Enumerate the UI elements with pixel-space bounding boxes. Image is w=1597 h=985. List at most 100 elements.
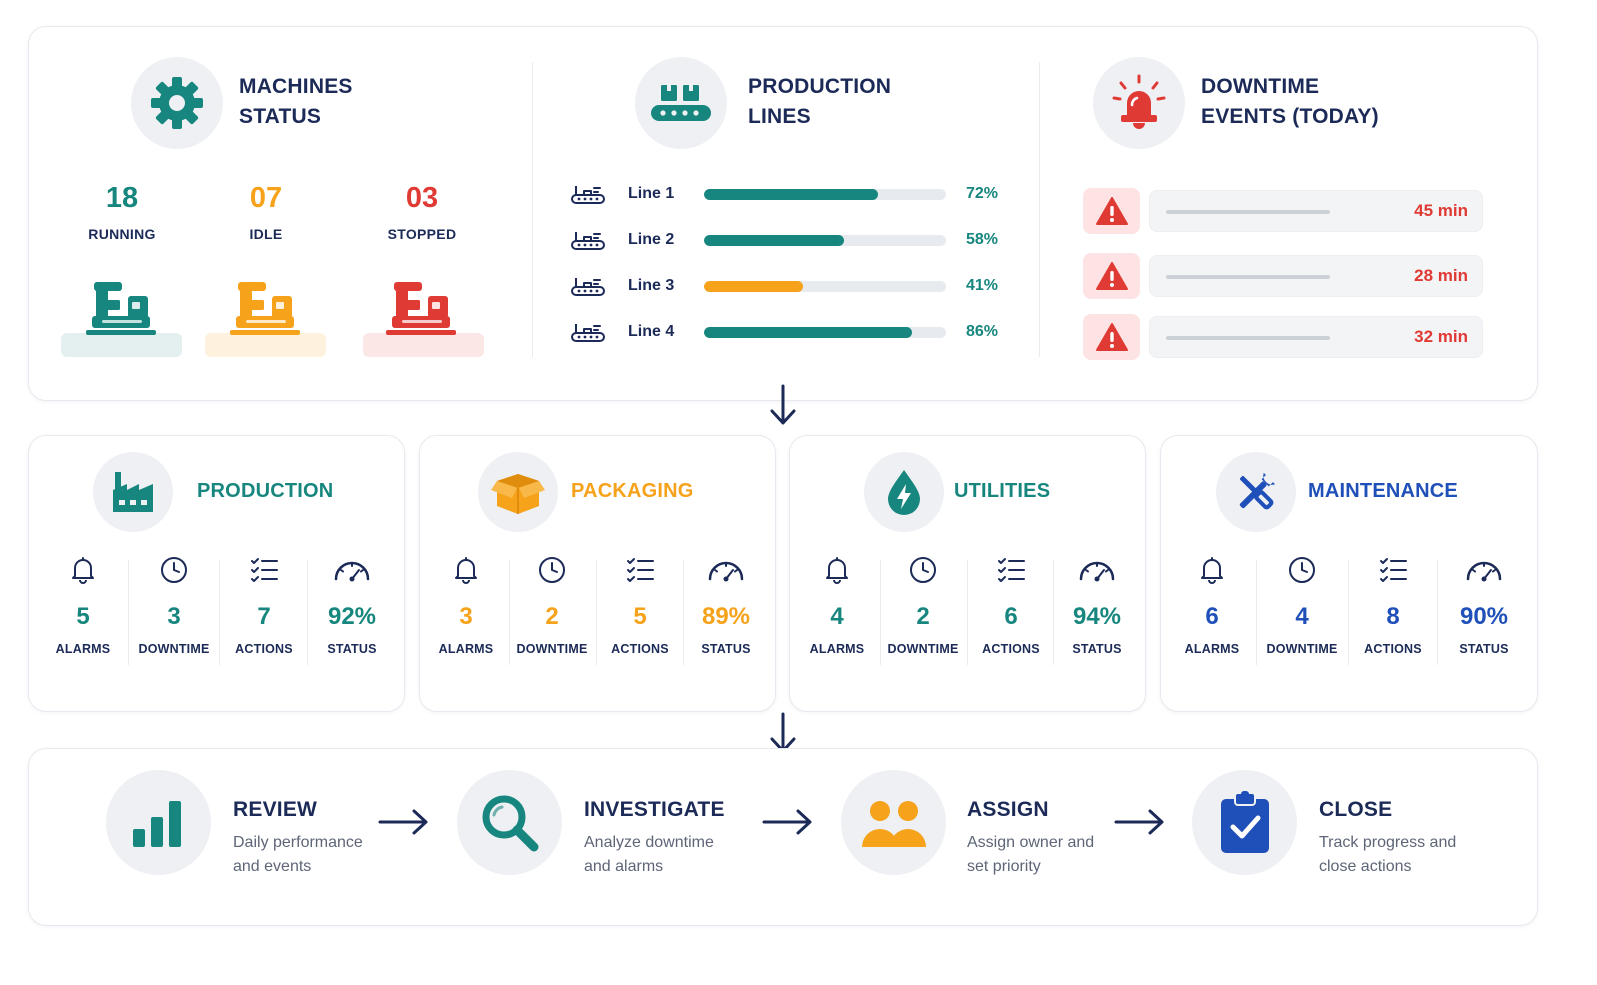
gauge-icon (706, 555, 746, 585)
alarm-bell-icon (1093, 57, 1185, 149)
metric-divider (596, 560, 597, 665)
arrow-down-icon (770, 384, 796, 425)
metric-value: 90% (1459, 603, 1509, 630)
metric-divider (1348, 560, 1349, 665)
step-description: Daily performance and events (233, 831, 413, 879)
machine-icon (228, 280, 304, 347)
checklist-icon (1378, 555, 1408, 585)
energy-drop-icon (864, 452, 944, 532)
conveyor-icon (635, 57, 727, 149)
metric-label: ACTIONS (1364, 642, 1422, 656)
step-description: Assign owner and set priority (967, 831, 1147, 879)
metric-label: STATUS (701, 642, 751, 656)
step-description: Analyze downtime and alarms (584, 831, 764, 879)
metric-value: 4 (830, 603, 844, 630)
step-title-close: CLOSE (1319, 798, 1393, 821)
step-desc-line: set priority (967, 858, 1041, 875)
line-progress-bar (704, 327, 946, 338)
machine-label-idle: IDLE (249, 226, 283, 242)
machine-base (205, 333, 326, 357)
line-progress-bar (704, 281, 946, 292)
machines-status-title: MACHINES STATUS (239, 75, 353, 128)
production-line-row[interactable]: Line 2 58% (0, 225, 1597, 255)
step-desc-line: and alarms (584, 858, 664, 875)
step-desc-line: Track progress and (1319, 834, 1457, 851)
warning-icon (1083, 314, 1140, 360)
checklist-icon (249, 555, 279, 585)
bell-icon (1197, 555, 1227, 585)
metric-value: 5 (76, 603, 90, 630)
clock-icon (1287, 555, 1317, 585)
metric-value: 2 (545, 603, 559, 630)
checklist-icon (996, 555, 1026, 585)
downtime-event-row[interactable]: 45 min (1149, 190, 1483, 232)
metric-label: ALARMS (809, 642, 865, 656)
bar-chart-icon (106, 770, 211, 875)
divider (1039, 62, 1040, 357)
metric-label: DOWNTIME (887, 642, 959, 656)
step-title-assign: ASSIGN (967, 798, 1049, 821)
arrow-right-icon (378, 808, 430, 841)
metric-label: ACTIONS (982, 642, 1040, 656)
line-label: Line 3 (628, 277, 675, 294)
warning-icon (1083, 188, 1140, 234)
machine-count-running: 18 (105, 182, 139, 214)
bell-icon (451, 555, 481, 585)
metric-label: ACTIONS (611, 642, 669, 656)
gauge-icon (1464, 555, 1504, 585)
metric-label: STATUS (1072, 642, 1122, 656)
downtime-duration: 28 min (1414, 266, 1468, 285)
people-icon (841, 770, 946, 875)
line-conveyor-icon (570, 182, 606, 211)
metric-label: ALARMS (1184, 642, 1240, 656)
metric-value: 7 (257, 603, 271, 630)
clipboard-check-icon (1192, 770, 1297, 875)
clock-icon (537, 555, 567, 585)
line-percent: 86% (966, 323, 999, 340)
metric-value: 8 (1386, 603, 1400, 630)
line-progress-fill (704, 235, 845, 246)
arrow-right-icon (1114, 808, 1166, 841)
metric-divider (509, 560, 510, 665)
divider (532, 62, 533, 357)
machine-icon (84, 280, 160, 347)
step-desc-line: and events (233, 858, 312, 875)
machine-icon (384, 280, 460, 347)
production-line-row[interactable]: Line 3 41% (0, 271, 1597, 301)
line-percent: 58% (966, 231, 999, 248)
downtime-events-title: DOWNTIME EVENTS (TODAY) (1201, 75, 1379, 128)
metric-label: DOWNTIME (1266, 642, 1338, 656)
metric-label: STATUS (327, 642, 377, 656)
line-label: Line 1 (628, 185, 675, 202)
metric-value: 89% (701, 603, 751, 630)
line-progress-bar (704, 189, 946, 200)
production-line-row[interactable]: Line 4 86% (0, 317, 1597, 347)
metric-value: 3 (167, 603, 181, 630)
downtime-event-row[interactable]: 28 min (1149, 255, 1483, 297)
machine-base (363, 333, 484, 357)
area-title: PACKAGING (571, 480, 694, 502)
machine-label-running: RUNNING (88, 226, 156, 242)
magnifier-icon (457, 770, 562, 875)
downtime-event-row[interactable]: 32 min (1149, 316, 1483, 358)
metric-divider (1053, 560, 1054, 665)
metric-value: 3 (459, 603, 473, 630)
metric-divider (683, 560, 684, 665)
metric-divider (880, 560, 881, 665)
area-title: PRODUCTION (197, 480, 334, 502)
downtime-duration: 32 min (1414, 327, 1468, 346)
metric-value: 5 (633, 603, 647, 630)
step-desc-line: Daily performance (233, 834, 363, 851)
line-progress-bar (704, 235, 946, 246)
production-line-row[interactable]: Line 1 72% (0, 179, 1597, 209)
line-progress-fill (704, 189, 879, 200)
gauge-icon (1077, 555, 1117, 585)
clock-icon (908, 555, 938, 585)
line-label: Line 2 (628, 231, 675, 248)
placeholder-line (1166, 210, 1330, 214)
step-desc-line: Assign owner and (967, 834, 1095, 851)
step-title-review: REVIEW (233, 798, 318, 821)
metric-divider (307, 560, 308, 665)
machine-count-idle: 07 (249, 182, 283, 214)
metric-value: 4 (1295, 603, 1309, 630)
